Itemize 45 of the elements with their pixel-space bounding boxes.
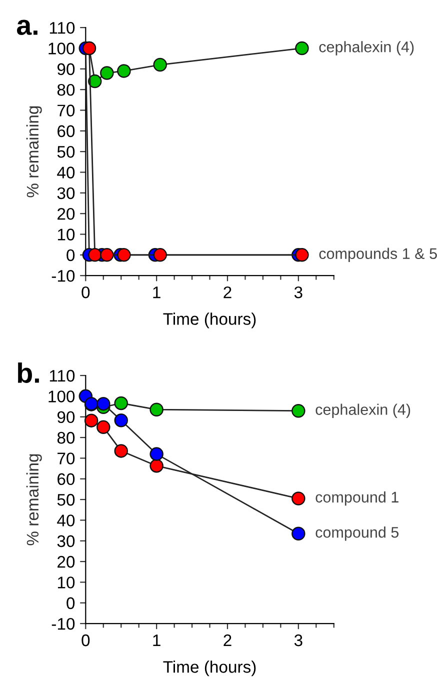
x-axis-title: Time (hours)	[163, 660, 256, 676]
x-tick-label: 1	[153, 634, 160, 646]
y-axis-title: % remaining	[26, 106, 42, 198]
x-tick-label: 2	[224, 286, 232, 298]
y-tick-label: 0	[66, 249, 75, 262]
x-tick-label: 0	[82, 634, 90, 646]
y-axis-title: % remaining	[26, 454, 42, 546]
y-tick-label: 30	[57, 187, 75, 200]
y-tick-label: 110	[50, 22, 75, 34]
y-tick-label: 10	[58, 228, 75, 240]
series-label: cephalexin (4)	[319, 41, 414, 56]
y-tick-label: 70	[58, 452, 75, 464]
y-tick-label: 10	[58, 576, 75, 588]
x-axis-title: Time (hours)	[163, 312, 256, 328]
y-tick-label: 50	[57, 146, 75, 158]
series-label: cephalexin (4)	[316, 404, 410, 418]
y-tick-label: 60	[58, 473, 75, 486]
x-tick-label: 0	[82, 286, 90, 298]
series-label: compound 1	[316, 491, 398, 506]
x-tick-label: 2	[224, 634, 232, 646]
x-tick-label: 1	[153, 286, 160, 298]
series-label: compounds 1 & 5	[319, 248, 437, 262]
y-tick-label: 70	[58, 104, 75, 116]
y-tick-label: 40	[57, 514, 75, 526]
y-tick-label: 0	[66, 597, 75, 610]
y-tick-label: 90	[57, 63, 75, 76]
y-tick-label: -10	[52, 618, 75, 630]
y-tick-label: 100	[48, 42, 75, 54]
series-label: compound 5	[316, 526, 399, 541]
y-tick-label: 50	[57, 494, 75, 506]
y-tick-label: -10	[52, 270, 75, 282]
y-tick-label: 40	[57, 166, 75, 178]
y-tick-label: 30	[57, 535, 75, 548]
y-tick-label: 20	[58, 556, 75, 568]
y-tick-label: 110	[50, 370, 75, 382]
chart-title: a.	[16, 20, 38, 36]
y-tick-label: 20	[58, 208, 75, 220]
y-tick-label: 80	[57, 84, 75, 96]
x-tick-label: 3	[294, 286, 302, 298]
y-tick-label: 60	[58, 125, 75, 138]
y-tick-label: 80	[57, 432, 75, 444]
y-tick-label: 90	[57, 411, 75, 424]
x-tick-label: 3	[294, 634, 302, 646]
y-tick-label: 100	[48, 390, 75, 402]
chart-title: b.	[18, 362, 39, 383]
